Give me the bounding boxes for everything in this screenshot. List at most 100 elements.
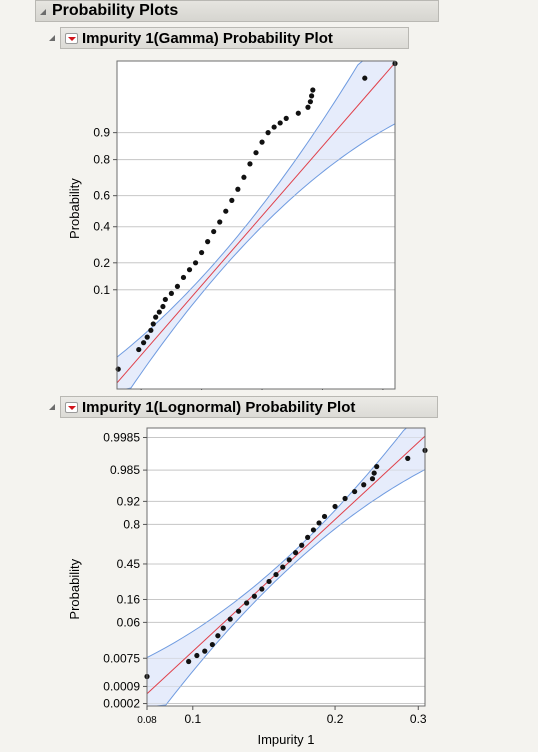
data-point	[144, 334, 150, 340]
fit-line	[116, 62, 396, 384]
data-point	[292, 550, 299, 556]
data-point	[235, 186, 241, 192]
data-point	[244, 600, 250, 606]
y-tick-label: 0.16	[117, 592, 141, 606]
plot-frame-border	[146, 427, 426, 707]
data-point	[265, 130, 271, 136]
data-point	[227, 616, 233, 622]
x-tick-label: 0.2	[327, 712, 344, 726]
data-point	[148, 327, 154, 333]
data-point	[186, 267, 193, 273]
data-point	[215, 633, 221, 639]
x-axis-label: Impurity 1	[257, 732, 314, 747]
data-point	[286, 557, 292, 563]
data-point	[305, 104, 311, 110]
data-point	[160, 303, 166, 310]
data-point	[266, 578, 272, 585]
data-point	[247, 161, 253, 167]
probability-plots-header[interactable]: Probability Plots	[35, 0, 439, 22]
data-point	[374, 463, 380, 470]
data-point	[202, 648, 208, 654]
data-point	[174, 283, 181, 290]
y-tick-label: 0.8	[93, 153, 110, 167]
y-tick-label: 0.1	[93, 283, 110, 297]
data-point	[352, 488, 358, 495]
y-tick-label: 0.985	[110, 463, 140, 477]
y-tick-label: 0.92	[117, 494, 141, 508]
red-triangle-menu-icon[interactable]	[65, 32, 78, 44]
data-point	[211, 228, 217, 235]
data-point	[115, 366, 121, 372]
x-tick-label: 0.08	[137, 715, 157, 726]
x-tick-label: 0.1	[184, 712, 201, 726]
y-tick-label: 0.0075	[103, 651, 140, 665]
outline-title: Probability Plots	[52, 2, 179, 19]
y-tick-label: 0.2	[93, 256, 110, 270]
data-point	[251, 593, 257, 599]
data-point	[299, 542, 305, 548]
fit-line	[146, 435, 426, 695]
y-tick-label: 0.45	[117, 557, 141, 571]
disclosure-triangle-icon[interactable]	[49, 35, 55, 41]
y-axis-label: Probability	[67, 558, 82, 619]
data-point	[153, 314, 159, 320]
data-point	[305, 534, 311, 540]
disclosure-triangle-icon[interactable]	[49, 404, 55, 410]
gamma-probability-plot: 0.90.80.60.40.20.10.10.150.20.250.3Impur…	[67, 60, 398, 390]
data-point	[194, 652, 200, 659]
data-point	[229, 197, 235, 203]
data-point	[186, 658, 192, 665]
data-point	[310, 87, 316, 93]
plot-frame-border	[116, 60, 396, 390]
data-point	[310, 527, 317, 533]
y-tick-label: 0.9985	[103, 430, 140, 444]
data-point	[168, 290, 174, 297]
data-point	[283, 115, 289, 121]
data-point	[332, 503, 338, 510]
confidence-band-lower	[117, 123, 396, 390]
data-point	[217, 219, 223, 225]
y-tick-label: 0.0009	[103, 679, 140, 693]
lognormal-probability-plot: 0.9985 0.985 0.92 0.8 0.45 0.16 0.06 0.0075 0.00…	[67, 427, 428, 747]
y-tick-label: 0.9	[93, 126, 110, 140]
data-point	[209, 641, 215, 648]
y-tick-label: 0.0002	[103, 697, 140, 711]
data-point	[140, 340, 147, 346]
data-point	[235, 608, 242, 614]
x-tick-label: 0.3	[410, 712, 427, 726]
data-point	[342, 495, 348, 502]
data-point	[259, 586, 265, 592]
data-point	[223, 208, 229, 214]
data-point	[295, 110, 301, 116]
data-point	[280, 564, 286, 570]
y-tick-label: 0.4	[93, 220, 110, 234]
data-point	[180, 274, 187, 281]
data-point	[136, 346, 142, 353]
disclosure-triangle-icon[interactable]	[40, 9, 46, 15]
data-point	[205, 239, 211, 245]
y-axis-label: Probability	[67, 178, 82, 239]
data-point	[369, 476, 376, 482]
confidence-band-lower	[147, 469, 426, 707]
data-point	[192, 260, 199, 266]
lognormal-plot-title: Impurity 1(Lognormal) Probability Plot	[82, 398, 356, 416]
data-point	[199, 249, 205, 256]
red-triangle-menu-icon[interactable]	[65, 401, 78, 413]
data-point	[371, 470, 377, 476]
data-point	[277, 120, 283, 126]
data-point	[405, 455, 411, 461]
data-point	[316, 520, 322, 526]
data-point	[307, 99, 313, 105]
data-point	[259, 139, 265, 145]
y-tick-label: 0.6	[93, 189, 110, 203]
data-point	[150, 321, 156, 327]
y-tick-label: 0.8	[123, 517, 140, 531]
gamma-plot-header[interactable]: Impurity 1(Gamma) Probability Plot	[49, 27, 409, 49]
gamma-plot-title: Impurity 1(Gamma) Probability Plot	[82, 29, 333, 47]
data-point	[273, 571, 279, 578]
data-point	[309, 93, 315, 99]
data-point	[321, 513, 328, 520]
lognormal-plot-header[interactable]: Impurity 1(Lognormal) Probability Plot	[49, 396, 438, 418]
confidence-band-upper	[116, 60, 395, 358]
data-point	[361, 482, 367, 488]
